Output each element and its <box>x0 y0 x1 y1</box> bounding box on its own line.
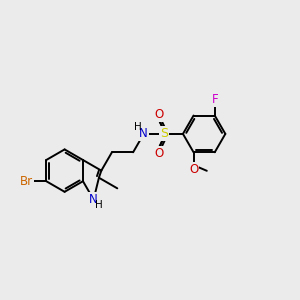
Text: Br: Br <box>20 175 33 188</box>
Text: N: N <box>89 193 98 206</box>
Text: O: O <box>154 108 163 121</box>
Text: H: H <box>95 200 103 210</box>
Text: F: F <box>212 93 218 106</box>
Text: N: N <box>140 128 148 140</box>
Text: O: O <box>189 163 198 176</box>
Text: H: H <box>134 122 142 132</box>
Text: S: S <box>160 128 168 140</box>
Text: O: O <box>154 147 163 160</box>
